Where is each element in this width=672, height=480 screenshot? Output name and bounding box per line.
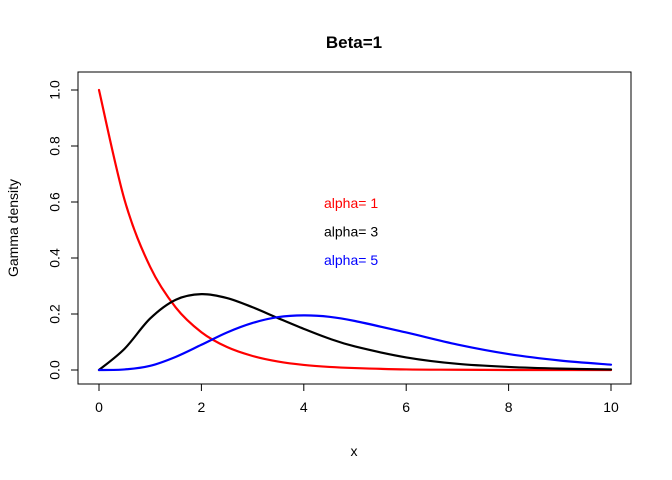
y-tick-label: 1.0 (47, 80, 63, 100)
x-tick-label: 10 (603, 399, 619, 415)
y-axis-label: Gamma density (5, 179, 21, 277)
legend: alpha= 1 alpha= 3 alpha= 5 (324, 195, 378, 268)
series-line-1 (97, 88, 613, 372)
series-line-3 (97, 314, 613, 372)
x-axis-label: x (351, 443, 358, 459)
series-layer (97, 88, 613, 372)
y-tick-label: 0.8 (47, 136, 63, 156)
x-axis: 0 2 4 6 8 10 (95, 383, 619, 415)
chart-title: Beta=1 (326, 33, 382, 52)
legend-label-1: alpha= 1 (324, 195, 378, 211)
legend-label-2: alpha= 3 (324, 224, 378, 240)
x-tick-label: 0 (95, 399, 103, 415)
y-tick-label: 0.0 (47, 360, 63, 380)
legend-label-3: alpha= 5 (324, 252, 378, 268)
y-tick-label: 0.6 (47, 192, 63, 212)
x-tick-label: 2 (198, 399, 206, 415)
y-tick-label: 0.4 (47, 248, 63, 268)
x-tick-label: 4 (300, 399, 308, 415)
series-line-2 (97, 293, 613, 372)
x-tick-label: 6 (402, 399, 410, 415)
y-tick-label: 0.2 (47, 304, 63, 324)
y-axis: 0.0 0.2 0.4 0.6 0.8 1.0 (47, 80, 79, 380)
x-tick-label: 8 (505, 399, 513, 415)
